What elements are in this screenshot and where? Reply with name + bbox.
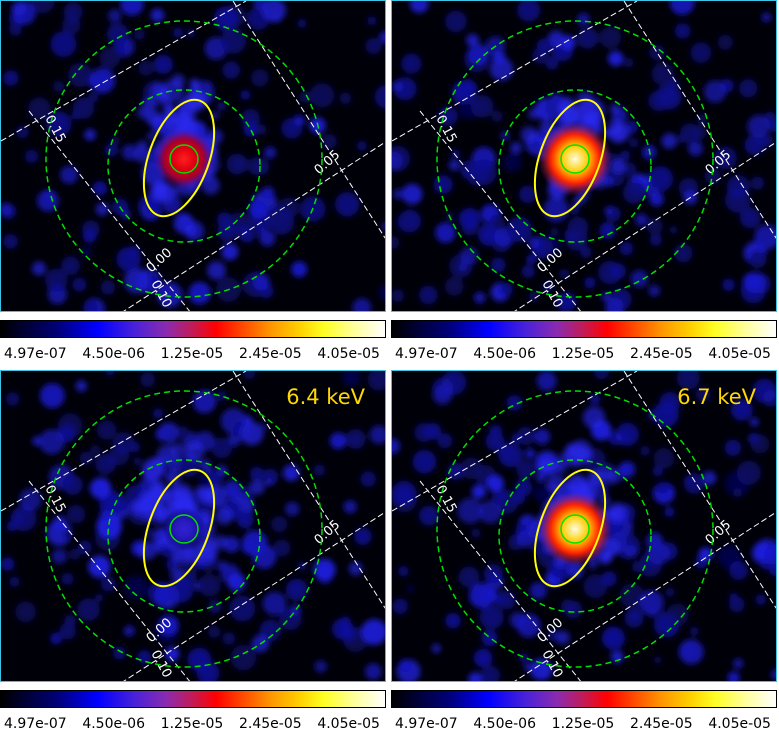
colorbar-tick: 4.05e-05: [317, 346, 380, 362]
source-ellipse: [142, 468, 216, 588]
source-circle: [169, 514, 199, 544]
colorbar-tick: 4.97e-07: [395, 716, 458, 732]
grid-line: [623, 1, 776, 239]
colorbar: [0, 320, 386, 338]
grid-line: [514, 141, 776, 311]
source-ellipse: [533, 98, 607, 218]
sky-image: 0.150.050.000.10: [1, 371, 385, 681]
grid-line: [623, 371, 776, 609]
source-circle: [169, 144, 199, 174]
point-source: [162, 507, 206, 551]
energy-label: 6.7 keV: [677, 385, 756, 409]
colorbar-tick: 4.05e-05: [708, 716, 771, 732]
colorbar: [391, 320, 777, 338]
colorbar-ticks: 4.97e-07 4.50e-06 1.25e-05 2.45e-05 4.05…: [0, 716, 386, 736]
grid-line: [232, 371, 385, 609]
grid-line: [28, 480, 191, 681]
outer-background-circle: [45, 390, 323, 668]
coordinate-grid: [1, 371, 385, 681]
inner-background-circle: [107, 459, 261, 613]
image-frame: 0.15 0.05 0.00 0.10: [391, 0, 777, 312]
colorbar-tick: 4.50e-06: [82, 346, 145, 362]
colorbar-tick: 4.97e-07: [4, 346, 67, 362]
panel-top-right: 0.15 0.05 0.00 0.10 4.97e-07 4.50e-06 1.25e…: [391, 0, 779, 370]
colorbar-tick: 2.45e-05: [238, 716, 302, 732]
coordinate-grid: [392, 371, 776, 681]
grid-line: [1, 371, 247, 512]
colorbar-tick: 4.50e-06: [473, 346, 536, 362]
colorbar-tick: 2.45e-05: [629, 716, 693, 732]
inner-background-circle: [498, 89, 652, 243]
outer-background-circle: [436, 390, 714, 668]
colorbar-ticks: 4.97e-07 4.50e-06 1.25e-05 2.45e-05 4.05…: [0, 346, 386, 366]
colorbar-tick: 4.05e-05: [708, 346, 771, 362]
grid-line: [232, 1, 385, 239]
outer-background-circle: [45, 20, 323, 298]
sky-image: 0.150.050.000.10: [1, 1, 385, 311]
colorbar-tick: 1.25e-05: [160, 346, 224, 362]
colorbar-tick: 1.25e-05: [160, 716, 224, 732]
colorbar-tick: 2.45e-05: [238, 346, 302, 362]
sky-image: 0.150.050.000.10: [392, 1, 776, 311]
panel-top-left: 0.15 0.05 0.00 0.10 4.97e-07 4.50e-06 1.25e…: [0, 0, 388, 370]
colorbar-tick: 2.45e-05: [629, 346, 693, 362]
colorbar-tick: 4.50e-06: [473, 716, 536, 732]
colorbar: [391, 690, 777, 708]
colorbar-tick: 4.05e-05: [317, 716, 380, 732]
grid-line: [514, 511, 776, 681]
colorbar-tick: 4.97e-07: [4, 716, 67, 732]
inner-background-circle: [107, 89, 261, 243]
colorbar-tick: 1.25e-05: [551, 716, 615, 732]
image-frame: 0.15 0.05 0.00 0.10 6.4 keV: [0, 370, 386, 682]
coordinate-grid: [392, 1, 776, 311]
grid-line: [419, 110, 582, 311]
source-circle: [560, 144, 590, 174]
grid-line: [419, 480, 582, 681]
coordinate-grid: [1, 1, 385, 311]
colorbar-tick: 4.97e-07: [395, 346, 458, 362]
image-frame: 0.15 0.05 0.00 0.10 6.7 keV: [391, 370, 777, 682]
panel-bottom-right: 0.15 0.05 0.00 0.10 6.7 keV 4.97e-07 4.50e-…: [391, 370, 779, 740]
source-ellipse: [533, 468, 607, 588]
outer-background-circle: [436, 20, 714, 298]
grid-line: [1, 1, 247, 142]
image-frame: 0.15 0.05 0.00 0.10: [0, 0, 386, 312]
grid-line: [123, 511, 385, 681]
sky-image: 0.150.050.000.10: [392, 371, 776, 681]
colorbar-tick: 1.25e-05: [551, 346, 615, 362]
diffuse-emission: [1, 371, 385, 681]
grid-line: [392, 371, 638, 512]
grid-line: [123, 141, 385, 311]
colorbar-ticks: 4.97e-07 4.50e-06 1.25e-05 2.45e-05 4.05…: [391, 346, 777, 366]
inner-background-circle: [498, 459, 652, 613]
grid-line: [392, 1, 638, 142]
colorbar: [0, 690, 386, 708]
grid-line: [28, 110, 191, 311]
panel-bottom-left: 0.15 0.05 0.00 0.10 6.4 keV 4.97e-07 4.50e-…: [0, 370, 388, 740]
colorbar-tick: 4.50e-06: [82, 716, 145, 732]
point-source: [153, 128, 215, 190]
source-circle: [560, 514, 590, 544]
source-ellipse: [142, 98, 216, 218]
energy-label: 6.4 keV: [286, 385, 365, 409]
colorbar-ticks: 4.97e-07 4.50e-06 1.25e-05 2.45e-05 4.05…: [391, 716, 777, 736]
